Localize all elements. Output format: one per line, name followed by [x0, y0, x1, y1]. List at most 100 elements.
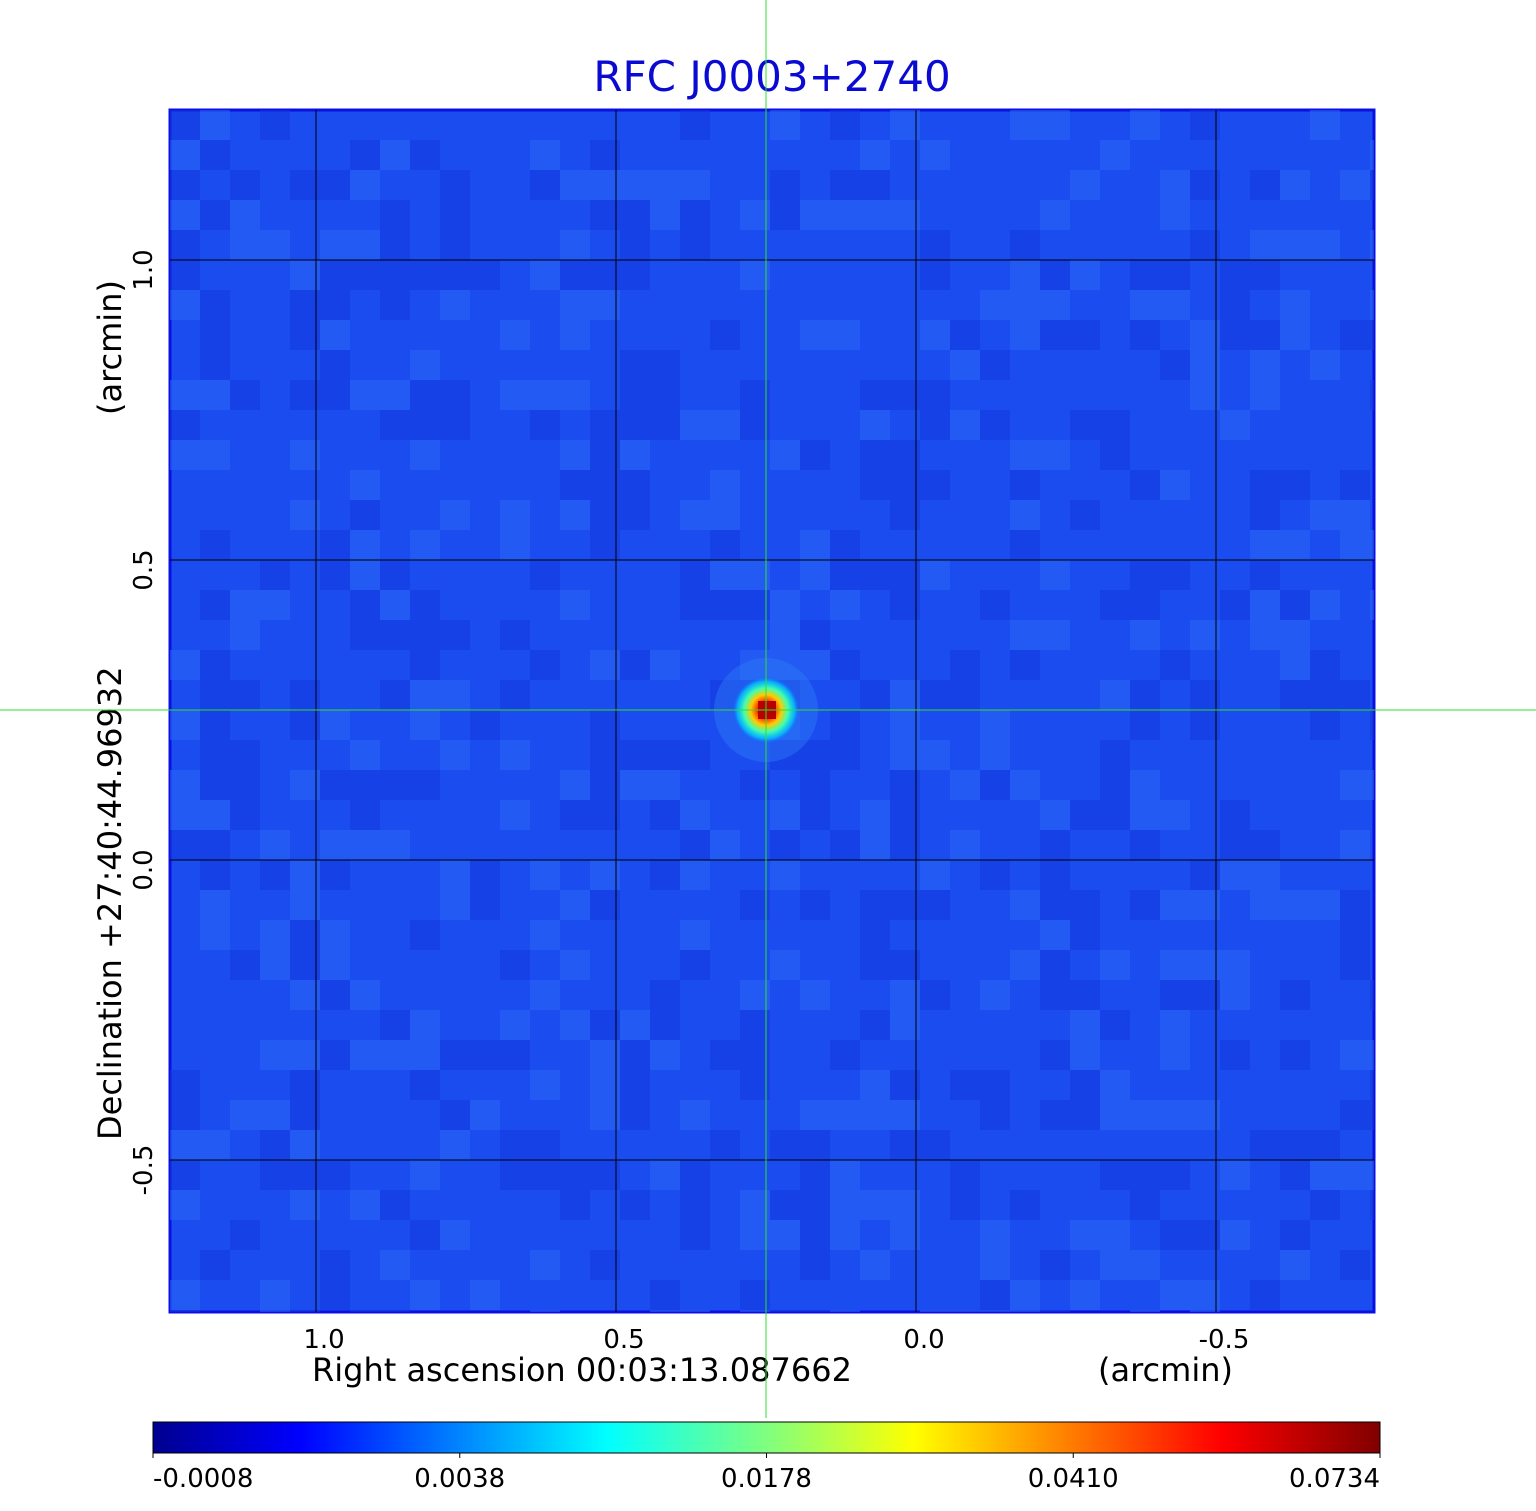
noise-cell: [950, 650, 980, 680]
noise-cell: [680, 500, 710, 530]
noise-cell: [560, 950, 590, 980]
noise-cell: [1280, 1040, 1310, 1070]
noise-cell: [860, 1010, 890, 1040]
noise-cell: [590, 260, 620, 290]
noise-cell: [350, 470, 380, 500]
noise-cell: [830, 200, 860, 230]
colorbar-ticks: -0.0008 0.0038 0.0178 0.0410 0.0734: [152, 1453, 1381, 1494]
noise-cell: [830, 170, 860, 200]
noise-cell: [860, 140, 890, 170]
noise-cell: [1280, 470, 1310, 500]
noise-cell: [380, 230, 410, 260]
noise-cell: [1040, 1310, 1070, 1312]
noise-cell: [1040, 1250, 1070, 1280]
noise-cell: [230, 770, 260, 800]
y-tick-label: 1.0: [129, 249, 159, 290]
noise-cell: [200, 920, 230, 950]
noise-cell: [1250, 260, 1280, 290]
noise-cell: [1340, 920, 1370, 950]
noise-cell: [590, 1250, 620, 1280]
noise-cell: [1010, 890, 1040, 920]
x-axis-unit: (arcmin): [1098, 1351, 1233, 1389]
noise-cell: [920, 740, 950, 770]
noise-cell: [560, 770, 590, 800]
noise-cell: [440, 260, 470, 290]
noise-cell: [590, 200, 620, 230]
noise-cell: [320, 530, 350, 560]
noise-cell: [1190, 1100, 1220, 1130]
noise-cell: [1280, 980, 1310, 1010]
noise-cell: [1340, 770, 1370, 800]
noise-cell: [1160, 560, 1190, 590]
noise-cell: [1100, 1160, 1130, 1190]
noise-cell: [380, 620, 410, 650]
noise-cell: [530, 170, 560, 200]
noise-cell: [200, 1250, 230, 1280]
noise-cell: [530, 140, 560, 170]
noise-cell: [890, 770, 920, 800]
noise-cell: [1040, 320, 1070, 350]
noise-cell: [170, 1310, 200, 1312]
noise-cell: [590, 890, 620, 920]
noise-cell: [1130, 110, 1160, 140]
noise-cell: [620, 650, 650, 680]
noise-cell: [1040, 950, 1070, 980]
noise-cell: [920, 1310, 950, 1312]
noise-cell: [260, 950, 290, 980]
noise-cell: [980, 770, 1010, 800]
noise-cell: [860, 890, 890, 920]
noise-cell: [1190, 710, 1220, 740]
noise-cell: [740, 1040, 770, 1070]
noise-cell: [500, 1130, 530, 1160]
noise-cell: [830, 1100, 860, 1130]
noise-cell: [1310, 680, 1340, 710]
noise-cell: [740, 770, 770, 800]
noise-cell: [620, 470, 650, 500]
noise-cell: [170, 380, 200, 410]
noise-cell: [830, 1040, 860, 1070]
y-axis-label: Declination +27:40:44.96932: [91, 666, 129, 1140]
noise-cell: [1100, 950, 1130, 980]
noise-cell: [530, 380, 560, 410]
noise-cell: [500, 800, 530, 830]
noise-cell: [470, 1280, 500, 1310]
noise-cell: [740, 200, 770, 230]
noise-cell: [800, 800, 830, 830]
noise-cell: [650, 1310, 680, 1312]
noise-cell: [650, 800, 680, 830]
y-tick-label: 0.0: [129, 849, 159, 890]
noise-cell: [1040, 830, 1070, 860]
noise-cell: [740, 1070, 770, 1100]
noise-cell: [1040, 920, 1070, 950]
noise-cell: [1130, 770, 1160, 800]
noise-cell: [980, 860, 1010, 890]
noise-cell: [920, 1130, 950, 1160]
noise-cell: [320, 1280, 350, 1310]
noise-cell: [680, 230, 710, 260]
colorbar-tick-label: 0.0178: [721, 1464, 812, 1494]
noise-cell: [980, 740, 1010, 770]
noise-cell: [1190, 110, 1220, 140]
noise-cell: [560, 260, 590, 290]
noise-cell: [1130, 320, 1160, 350]
noise-cell: [890, 1010, 920, 1040]
noise-cell: [410, 680, 440, 710]
noise-cell: [410, 1160, 440, 1190]
noise-cell: [170, 170, 200, 200]
noise-cell: [1010, 320, 1040, 350]
noise-cell: [1070, 980, 1100, 1010]
noise-cell: [650, 170, 680, 200]
noise-cell: [1010, 650, 1040, 680]
noise-cell: [260, 1280, 290, 1310]
noise-cell: [170, 440, 200, 470]
noise-cell: [200, 650, 230, 680]
noise-cell: [980, 1250, 1010, 1280]
noise-cell: [1250, 1280, 1280, 1310]
noise-cell: [920, 560, 950, 590]
noise-cell: [1070, 920, 1100, 950]
noise-cell: [1100, 410, 1130, 440]
noise-cell: [1280, 650, 1310, 680]
noise-cell: [1370, 1160, 1374, 1190]
noise-cell: [440, 500, 470, 530]
noise-cell: [710, 410, 740, 440]
